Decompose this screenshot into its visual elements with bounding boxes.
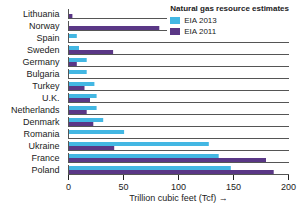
svg-text:France: France <box>31 153 59 163</box>
svg-text:Norway: Norway <box>29 21 60 31</box>
svg-text:Denmark: Denmark <box>23 117 60 127</box>
svg-text:Poland: Poland <box>31 165 59 175</box>
svg-text:Ukraine: Ukraine <box>28 141 59 151</box>
svg-text:Romania: Romania <box>23 129 59 139</box>
svg-text:Sweden: Sweden <box>27 45 60 55</box>
svg-text:Trillion cubic feet (Tcf) →: Trillion cubic feet (Tcf) → <box>129 193 228 203</box>
html-text:Natural gas resource estimates: Natural gas resource estimates <box>170 4 289 13</box>
svg-text:Bulgaria: Bulgaria <box>26 69 59 79</box>
html-text:EIA 2011: EIA 2011 <box>184 27 217 36</box>
html-text:EIA 2013: EIA 2013 <box>184 16 217 25</box>
svg-text:Turkey: Turkey <box>32 81 60 91</box>
svg-text:Netherlands: Netherlands <box>11 105 60 115</box>
svg-text:Germany: Germany <box>22 57 60 67</box>
svg-text:Spain: Spain <box>36 33 59 43</box>
svg-text:50: 50 <box>118 182 128 192</box>
svg-text:U.K.: U.K. <box>42 93 60 103</box>
svg-text:Lithuania: Lithuania <box>23 9 60 19</box>
svg-text:0: 0 <box>66 182 71 192</box>
svg-text:100: 100 <box>171 182 186 192</box>
svg-text:150: 150 <box>226 182 241 192</box>
svg-text:200: 200 <box>281 182 296 192</box>
